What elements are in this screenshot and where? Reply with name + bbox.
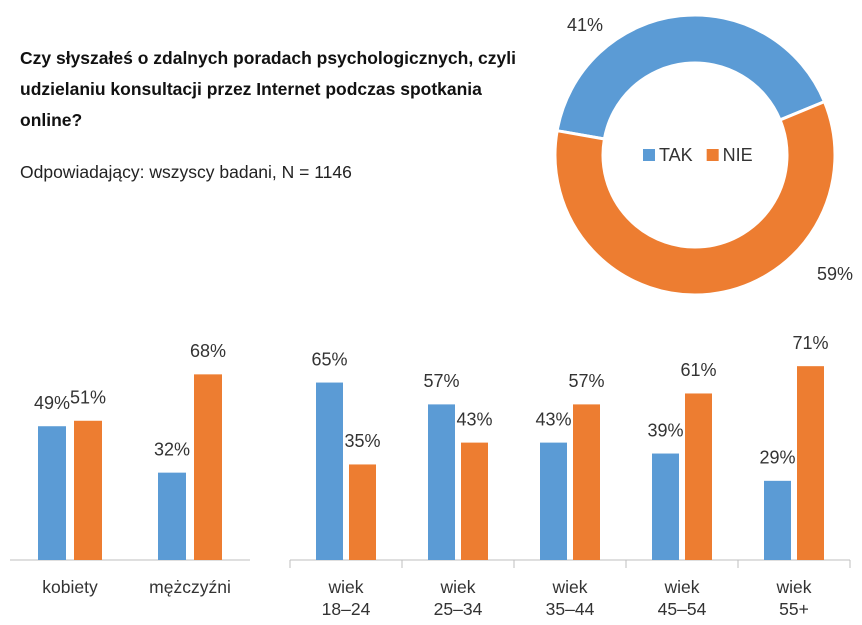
bar	[428, 404, 455, 560]
data-label: 61%	[680, 360, 716, 380]
data-label: 43%	[456, 409, 492, 429]
legend-label: TAK	[659, 145, 693, 165]
legend-label: NIE	[723, 145, 753, 165]
legend-swatch	[643, 149, 655, 161]
data-label: 49%	[34, 393, 70, 413]
x-tick-label: wiek 25–34	[433, 577, 483, 619]
x-tick-label: wiek 35–44	[545, 577, 595, 619]
bar	[764, 480, 791, 560]
bar	[652, 453, 679, 560]
data-label: 57%	[423, 371, 459, 391]
data-label: 29%	[759, 448, 795, 468]
bar	[316, 382, 343, 560]
data-label: 71%	[792, 333, 828, 353]
data-label: 32%	[154, 439, 190, 459]
bar	[797, 366, 824, 560]
bar	[540, 442, 567, 560]
bar	[573, 404, 600, 560]
chart-title: Czy słyszałeś o zdalnych poradach psycho…	[20, 48, 516, 130]
x-tick-label: kobiety	[42, 577, 98, 597]
data-label: 43%	[535, 409, 571, 429]
bar	[461, 442, 488, 560]
data-label: 35%	[344, 431, 380, 451]
bar	[38, 426, 66, 560]
x-tick-label: wiek 45–54	[657, 577, 707, 619]
data-label: 59%	[817, 264, 853, 284]
bar	[349, 464, 376, 560]
bar	[158, 472, 186, 560]
x-tick-label: wiek 55+	[776, 577, 812, 619]
legend-swatch	[706, 149, 719, 161]
bar	[74, 420, 102, 560]
donut-slice	[553, 99, 837, 297]
data-label: 65%	[311, 349, 347, 369]
bar	[685, 393, 712, 560]
donut-slice	[555, 13, 827, 141]
x-tick-label: wiek 18–24	[321, 577, 371, 619]
chart-subtitle: Odpowiadający: wszyscy badani, N = 1146	[20, 162, 352, 182]
bar	[194, 374, 222, 560]
data-label: 57%	[568, 371, 604, 391]
data-label: 68%	[190, 341, 226, 361]
x-tick-label: mężczyźni	[149, 577, 231, 597]
data-label: 51%	[70, 388, 106, 408]
data-label: 41%	[567, 15, 603, 35]
data-label: 39%	[647, 420, 683, 440]
